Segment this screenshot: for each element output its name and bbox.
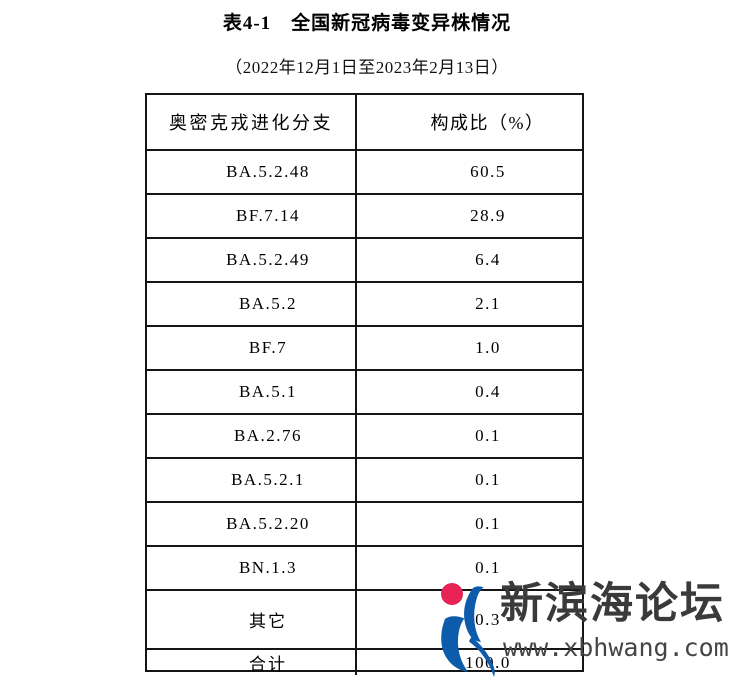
table-row: BA.5.1 0.4 <box>147 371 582 415</box>
total-value-cell: 100.0 <box>357 650 582 675</box>
variant-branch-cell: 其它 <box>147 591 357 648</box>
variant-table: 奥密克戎进化分支 构成比（%） BA.5.2.48 60.5 BF.7.14 2… <box>145 93 584 675</box>
table-row-total: 合计 100.0 <box>147 650 582 675</box>
variant-branch-cell: BA.2.76 <box>147 415 357 457</box>
site-watermark: 新滨海论坛 www.xbhwang.com <box>430 577 734 681</box>
forum-url-watermark: www.xbhwang.com <box>503 633 729 662</box>
variant-branch-cell: BA.5.2.20 <box>147 503 357 545</box>
proportion-cell: 60.5 <box>470 162 506 181</box>
variant-branch-cell: BN.1.3 <box>147 547 357 589</box>
date-range-subtitle: （2022年12月1日至2023年2月13日） <box>225 58 509 77</box>
forum-logo-icon <box>441 583 495 677</box>
proportion-cell: 0.1 <box>475 426 501 445</box>
proportion-cell: 0.1 <box>475 558 501 577</box>
table-row-other: 其它 0.3 <box>147 591 582 650</box>
variant-branch-cell: BA.5.2.49 <box>147 239 357 281</box>
table-row: BA.2.76 0.1 <box>147 415 582 459</box>
column-header-branch: 奥密克戎进化分支 <box>147 95 357 149</box>
table-row: BA.5.2.20 0.1 <box>147 503 582 547</box>
page-title: 表4-1 全国新冠病毒变异株情况 <box>222 13 512 34</box>
total-label-cell: 合计 <box>147 650 357 675</box>
table-row: BN.1.3 0.1 <box>147 547 582 591</box>
proportion-cell: 0.4 <box>475 382 501 401</box>
variant-branch-cell: BA.5.2 <box>147 283 357 325</box>
table-row: BA.5.2.48 60.5 <box>147 151 582 195</box>
table-header-row: 奥密克戎进化分支 构成比（%） <box>147 95 582 151</box>
proportion-cell: 6.4 <box>475 250 501 269</box>
proportion-cell: 0.1 <box>475 514 501 533</box>
forum-name-watermark: 新滨海论坛 <box>500 579 725 629</box>
column-header-proportion: 构成比（%） <box>430 113 545 133</box>
proportion-cell: 0.3 <box>475 609 501 629</box>
table-row: BA.5.2 2.1 <box>147 283 582 327</box>
variant-branch-cell: BA.5.2.1 <box>147 459 357 501</box>
table-row: BF.7 1.0 <box>147 327 582 371</box>
proportion-cell: 2.1 <box>475 294 501 313</box>
variant-branch-cell: BA.5.2.48 <box>147 151 357 193</box>
variant-branch-cell: BF.7 <box>147 327 357 369</box>
variant-branch-cell: BF.7.14 <box>147 195 357 237</box>
variant-branch-cell: BA.5.1 <box>147 371 357 413</box>
proportion-cell: 28.9 <box>470 206 506 225</box>
proportion-cell: 0.1 <box>475 470 501 489</box>
proportion-cell: 1.0 <box>475 338 501 357</box>
table-row: BA.5.2.1 0.1 <box>147 459 582 503</box>
table-row: BA.5.2.49 6.4 <box>147 239 582 283</box>
table-row: BF.7.14 28.9 <box>147 195 582 239</box>
